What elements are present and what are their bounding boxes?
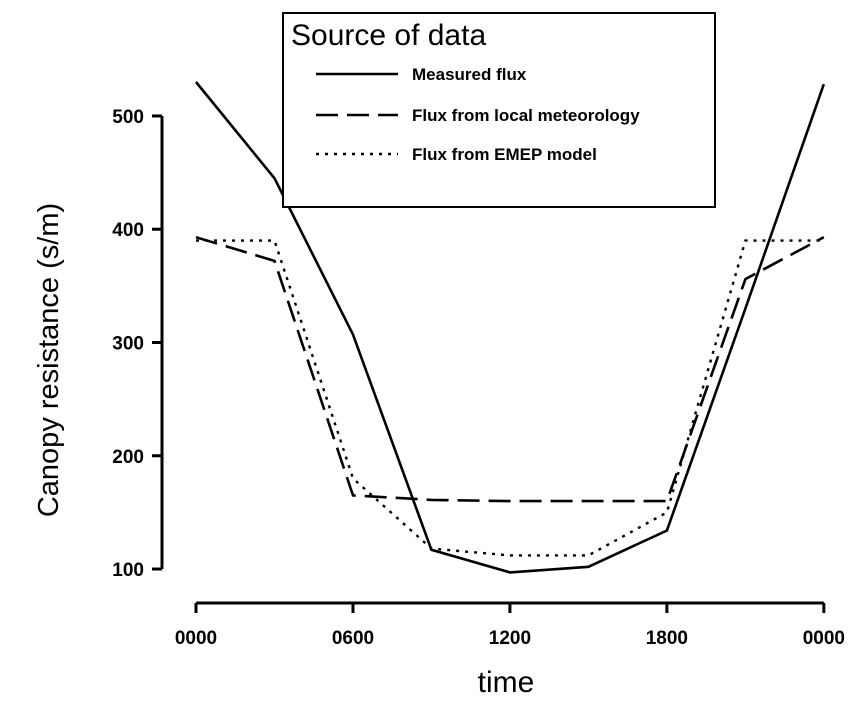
x-tick-label: 0000: [175, 628, 217, 649]
series-line-dashed: [195, 235, 825, 503]
legend: Source of data Measured flux Flux from loc…: [282, 12, 716, 208]
legend-label: Measured flux: [412, 65, 527, 84]
series-line-dotted: [196, 239, 824, 557]
x-tick-label: 1200: [489, 628, 531, 649]
y-tick-label: 500: [112, 107, 144, 128]
legend-label: Flux from EMEP model: [412, 145, 597, 164]
legend-title: Source of data: [291, 19, 486, 52]
series-line-solid: [194, 81, 826, 574]
y-tick-label: 400: [112, 220, 144, 241]
legend-box: [282, 12, 716, 208]
y-tick-label: 200: [112, 447, 144, 468]
axes: 100 200 300 400 500 0000 0600 1200 1800 0000: [112, 107, 845, 649]
y-tick-label: 300: [112, 333, 144, 354]
x-tick-label: 0600: [332, 628, 374, 649]
series-lines: [194, 81, 826, 574]
y-tick-label: 100: [112, 560, 144, 581]
x-axis-title: time: [478, 666, 535, 699]
x-tick-label: 1800: [646, 628, 688, 649]
x-tick-label: 0000: [803, 628, 845, 649]
legend-label: Flux from local meteorology: [412, 106, 640, 125]
y-axis-title: Canopy resistance (s/m): [33, 203, 65, 517]
